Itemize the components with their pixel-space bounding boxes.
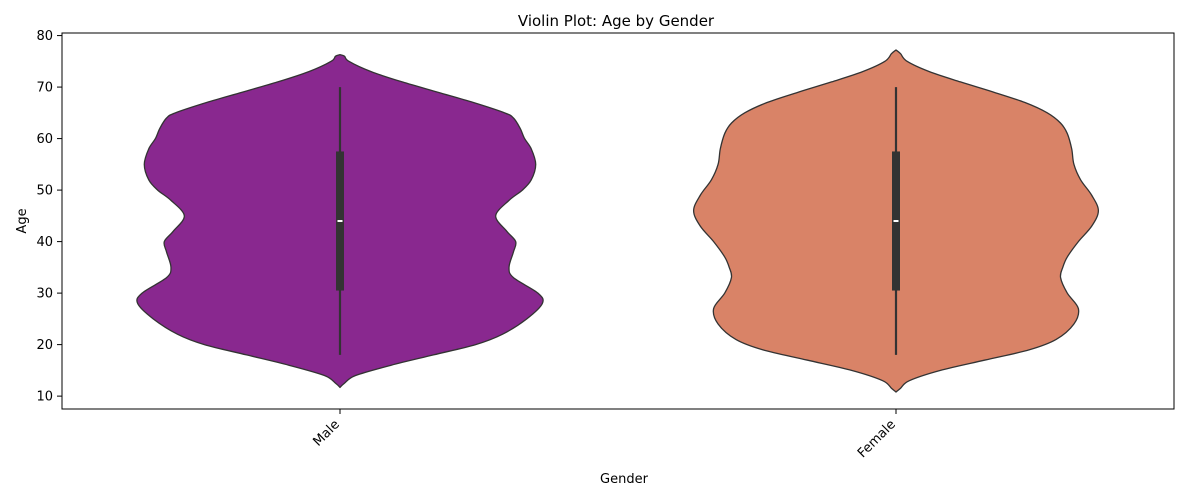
- y-tick-label: 80: [36, 29, 53, 44]
- x-axis: Male Female: [310, 409, 899, 461]
- x-tick-label-female: Female: [855, 417, 899, 461]
- y-tick-label: 60: [36, 132, 53, 147]
- y-axis-label: Age: [15, 208, 30, 233]
- plot-frame: [61, 32, 1175, 410]
- y-tick-label: 10: [36, 390, 53, 405]
- y-tick-label: 20: [36, 338, 53, 353]
- y-axis: 10 20 30 40 50 60 70 80: [36, 29, 62, 405]
- box-layer: [336, 87, 900, 355]
- chart-title: Violin Plot: Age by Gender: [518, 12, 715, 30]
- x-tick-label-male: Male: [310, 417, 342, 449]
- y-tick-label: 70: [36, 81, 53, 96]
- y-tick-label: 40: [36, 235, 53, 250]
- y-tick-label: 30: [36, 287, 53, 302]
- y-tick-label: 50: [36, 184, 53, 199]
- x-axis-label: Gender: [600, 472, 649, 487]
- violins-layer: [136, 49, 1100, 393]
